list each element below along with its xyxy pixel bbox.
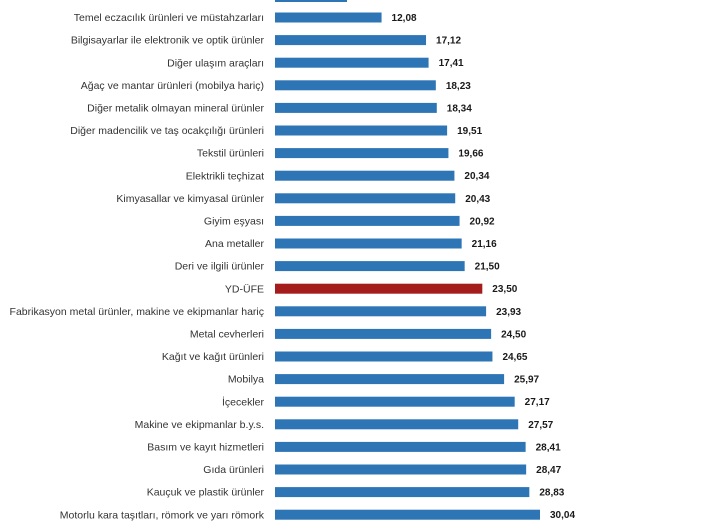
value-label: 24,50 xyxy=(501,329,526,340)
bar xyxy=(275,238,462,249)
value-label: 27,57 xyxy=(528,420,553,431)
bar xyxy=(275,215,460,226)
bar-partial xyxy=(275,0,347,2)
value-label: 28,83 xyxy=(539,488,564,499)
category-label: Kağıt ve kağıt ürünleri xyxy=(162,351,264,363)
value-label: 20,92 xyxy=(470,216,495,227)
bar xyxy=(275,125,448,136)
bar xyxy=(275,487,530,498)
bar xyxy=(275,306,487,317)
value-label: 30,04 xyxy=(550,510,575,521)
value-label: 18,34 xyxy=(447,103,472,114)
bar xyxy=(275,80,436,91)
bar xyxy=(275,193,456,204)
category-label: Giyim eşyası xyxy=(204,216,264,228)
category-label: Diğer madencilik ve taş ocakçılığı ürünl… xyxy=(70,125,264,137)
category-label: Diğer metalik olmayan mineral ürünler xyxy=(87,103,264,115)
category-label: Diğer ulaşım araçları xyxy=(167,57,264,69)
category-label: YD-ÜFE xyxy=(225,283,264,295)
category-label: Basım ve kayıt hizmetleri xyxy=(147,442,264,454)
value-label: 24,65 xyxy=(502,352,527,363)
category-label: Mobilya xyxy=(228,374,264,386)
bars-group: Temel eczacılık ürünleri ve müstahzarlar… xyxy=(10,12,576,521)
value-label: 20,43 xyxy=(465,194,490,205)
value-label: 28,47 xyxy=(536,465,561,476)
value-label: 27,17 xyxy=(525,397,550,408)
bar xyxy=(275,148,449,159)
category-label: Metal cevherleri xyxy=(190,329,264,341)
value-label: 19,66 xyxy=(458,149,483,160)
bar-highlight xyxy=(275,283,483,294)
bar xyxy=(275,509,540,520)
category-label: Gıda ürünleri xyxy=(203,464,264,476)
value-label: 21,16 xyxy=(472,239,497,250)
bar xyxy=(275,328,492,339)
category-label: İçecekler xyxy=(222,395,265,408)
bar xyxy=(275,102,437,113)
value-label: 21,50 xyxy=(475,262,500,273)
bar xyxy=(275,351,493,362)
category-label: Bilgisayarlar ile elektronik ve optik ür… xyxy=(71,35,265,47)
bar xyxy=(275,396,515,407)
category-label: Elektrikli teçhizat xyxy=(186,170,264,182)
value-label: 20,34 xyxy=(464,171,489,182)
category-label: Fabrikasyon metal ürünler, makine ve eki… xyxy=(10,306,264,318)
bar xyxy=(275,12,382,23)
value-label: 17,12 xyxy=(436,36,461,47)
bar xyxy=(275,464,527,475)
category-label: Kauçuk ve plastik ürünler xyxy=(147,487,265,499)
category-label: Tekstil ürünleri xyxy=(197,148,264,160)
value-label: 17,41 xyxy=(439,58,464,69)
partial-top-bar xyxy=(275,0,347,2)
bar xyxy=(275,374,505,385)
bar xyxy=(275,419,519,430)
value-label: 12,08 xyxy=(392,13,417,24)
bar xyxy=(275,35,427,46)
value-label: 18,23 xyxy=(446,81,471,92)
category-label: Temel eczacılık ürünleri ve müstahzarlar… xyxy=(74,12,264,24)
category-label: Ağaç ve mantar ürünleri (mobilya hariç) xyxy=(81,80,264,92)
bar xyxy=(275,57,429,68)
category-label: Deri ve ilgili ürünler xyxy=(175,261,265,273)
bar xyxy=(275,170,455,181)
bar xyxy=(275,261,465,272)
category-label: Kimyasallar ve kimyasal ürünler xyxy=(116,193,264,205)
value-label: 23,50 xyxy=(492,284,517,295)
value-label: 28,41 xyxy=(536,442,561,453)
bar xyxy=(275,441,526,452)
category-label: Makine ve ekipmanlar b.y.s. xyxy=(135,419,264,431)
value-label: 23,93 xyxy=(496,307,521,318)
value-label: 19,51 xyxy=(457,126,482,137)
value-label: 25,97 xyxy=(514,375,539,386)
category-label: Motorlu kara taşıtları, römork ve yarı r… xyxy=(60,509,265,521)
category-label: Ana metaller xyxy=(205,238,264,250)
